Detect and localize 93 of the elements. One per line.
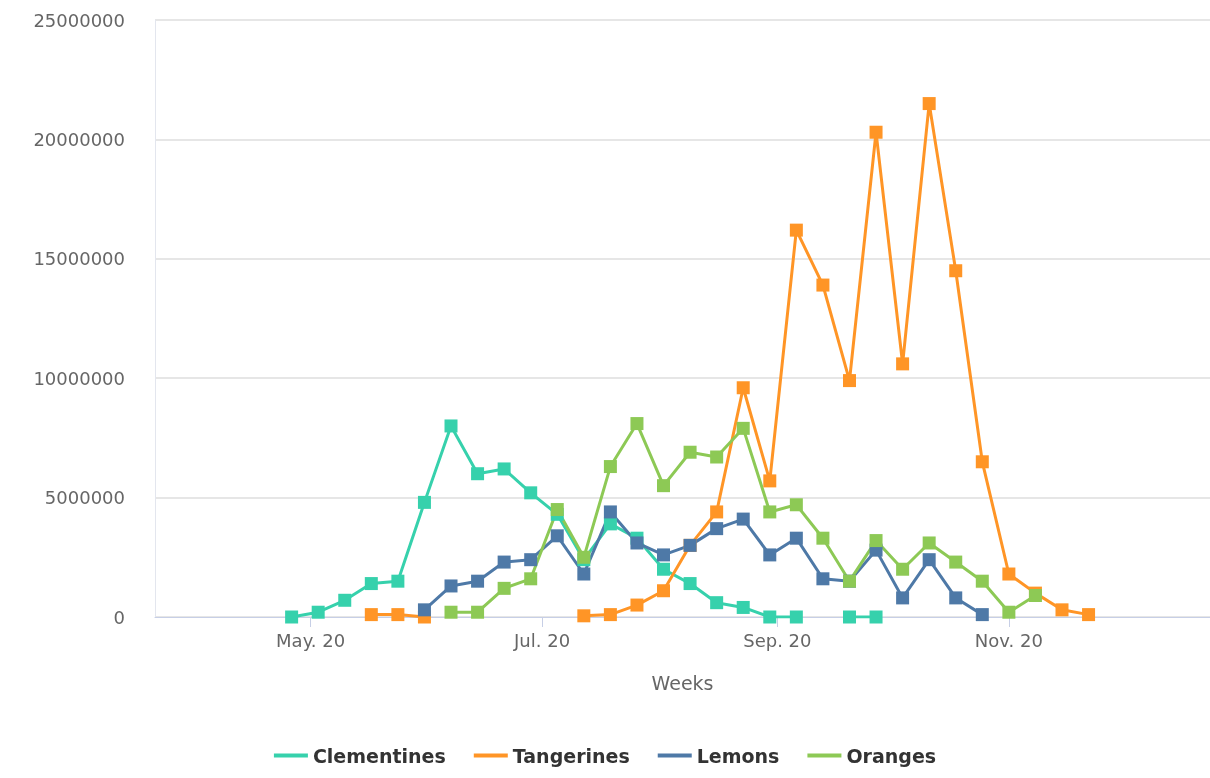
point — [657, 479, 671, 493]
point — [736, 381, 750, 395]
point — [391, 574, 405, 588]
point — [710, 450, 724, 464]
point — [789, 223, 803, 237]
point — [736, 512, 750, 526]
point — [736, 421, 750, 435]
point — [550, 529, 564, 543]
point — [657, 562, 671, 576]
legend-label: Clementines — [312, 744, 446, 767]
point — [842, 610, 856, 624]
x-tick-label: Jul. 20 — [513, 629, 571, 651]
point — [391, 608, 405, 622]
point — [975, 574, 989, 588]
point — [1002, 605, 1016, 619]
point — [949, 591, 963, 605]
point — [497, 462, 511, 476]
y-tick-label: 15000000 — [33, 248, 125, 270]
point — [922, 553, 936, 567]
point — [710, 522, 724, 536]
point — [683, 577, 697, 591]
y-tick-label: 5000000 — [44, 487, 125, 509]
y-tick-label: 0 — [113, 606, 125, 628]
x-tick-label: Nov. 20 — [974, 629, 1043, 651]
x-tick-label: May. 20 — [276, 629, 346, 651]
y-tick-label: 25000000 — [33, 9, 125, 31]
point — [710, 596, 724, 610]
point — [285, 610, 299, 624]
point — [444, 605, 458, 619]
y-tick-label: 20000000 — [33, 128, 125, 150]
point — [816, 572, 830, 586]
point — [949, 555, 963, 569]
point — [603, 505, 617, 519]
legend-label: Oranges — [846, 744, 937, 767]
point — [896, 562, 910, 576]
point — [975, 455, 989, 469]
point — [630, 417, 644, 431]
point — [789, 610, 803, 624]
y-tick-label: 10000000 — [33, 367, 125, 389]
point — [1055, 603, 1069, 617]
point — [577, 609, 591, 623]
x-tick-label: Sep. 20 — [743, 629, 812, 651]
point — [896, 591, 910, 605]
point — [816, 278, 830, 292]
point — [417, 603, 431, 617]
point — [710, 505, 724, 519]
point — [444, 579, 458, 593]
point — [471, 605, 485, 619]
point — [842, 374, 856, 388]
point — [550, 503, 564, 517]
point — [869, 125, 883, 139]
point — [869, 610, 883, 624]
point — [524, 486, 538, 500]
point — [524, 572, 538, 586]
point — [471, 467, 485, 481]
point — [816, 531, 830, 545]
point — [364, 608, 378, 622]
point — [869, 534, 883, 548]
point — [763, 474, 777, 488]
point — [1082, 608, 1096, 622]
point — [577, 567, 591, 581]
point — [896, 357, 910, 371]
point — [497, 581, 511, 595]
point — [657, 548, 671, 562]
point — [338, 593, 352, 607]
point — [922, 97, 936, 111]
point — [763, 610, 777, 624]
point — [763, 548, 777, 562]
point — [603, 608, 617, 622]
point — [683, 445, 697, 459]
point — [630, 536, 644, 550]
point — [444, 419, 458, 433]
point — [922, 536, 936, 550]
point — [471, 574, 485, 588]
point — [364, 577, 378, 591]
point — [657, 584, 671, 598]
legend-label: Tangerines — [512, 744, 630, 767]
point — [603, 517, 617, 531]
point — [497, 555, 511, 569]
x-axis-title: Weeks — [651, 671, 714, 694]
point — [524, 553, 538, 567]
legend-label: Lemons — [696, 744, 780, 767]
point — [311, 605, 325, 619]
point — [417, 495, 431, 509]
point — [603, 460, 617, 474]
point — [975, 608, 989, 622]
point — [949, 264, 963, 278]
point — [736, 600, 750, 614]
point — [789, 498, 803, 512]
point — [763, 505, 777, 519]
point — [630, 598, 644, 612]
point — [1002, 567, 1016, 581]
point — [789, 531, 803, 545]
